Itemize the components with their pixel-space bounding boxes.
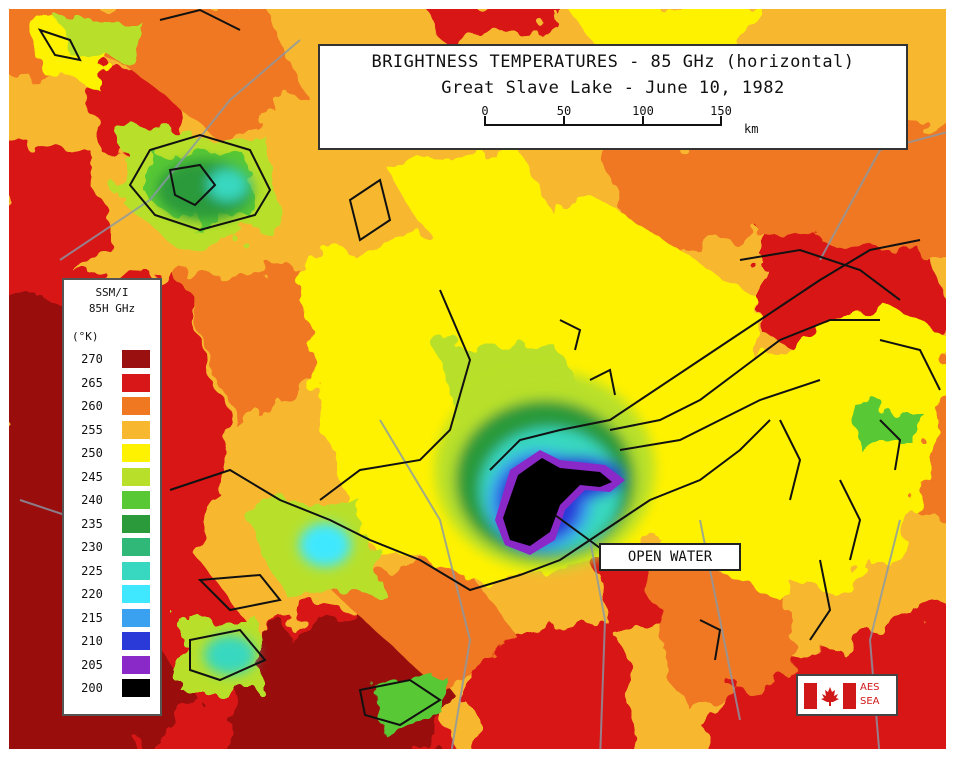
legend-swatch [122, 373, 150, 392]
legend-value: 235 [81, 516, 103, 531]
map-subtitle: Great Slave Lake - June 10, 1982 [441, 78, 785, 98]
legend-value: 225 [81, 563, 103, 578]
aes-sea-logo: AES SEA [796, 674, 898, 716]
logo-text-sea: SEA [860, 696, 880, 707]
legend-value: 245 [81, 469, 103, 484]
legend-swatch [122, 561, 150, 580]
legend-swatch [122, 467, 150, 486]
legend-row: 225 [70, 561, 154, 580]
color-legend: SSM/I 85H GHz (°K) 270 265 260 255 250 245 240… [62, 278, 162, 716]
logo-text-aes: AES [860, 682, 880, 693]
legend-swatch [122, 350, 150, 368]
scale-unit: km [744, 122, 759, 136]
legend-row: 235 [70, 514, 154, 533]
legend-value: 200 [81, 681, 103, 695]
legend-value: 205 [81, 657, 103, 672]
legend-swatch [122, 655, 150, 674]
legend-value: 260 [81, 399, 103, 413]
legend-channel: 85H GHz [88, 302, 136, 315]
legend-row: 220 [70, 585, 154, 603]
scale-tick-150 [720, 116, 722, 126]
legend-swatch [122, 420, 150, 439]
legend-sensor: SSM/I [95, 286, 129, 299]
scale-label-100: 100 [632, 104, 654, 118]
legend-value: 215 [81, 610, 103, 625]
legend-row: 205 [70, 655, 154, 674]
legend-swatch [122, 514, 150, 533]
legend-row: 250 [70, 444, 154, 462]
legend-swatch [122, 632, 150, 650]
open-water-label: OPEN WATER [599, 543, 741, 571]
legend-value: 265 [81, 375, 103, 390]
legend-swatch [122, 397, 150, 415]
legend-row: 230 [70, 538, 154, 556]
legend-value: 240 [81, 493, 103, 507]
scale-label-0: 0 [481, 104, 489, 118]
legend-row: 240 [70, 491, 154, 509]
legend-value: 270 [81, 352, 103, 366]
legend-value: 220 [81, 587, 103, 601]
legend-value: 230 [81, 540, 103, 554]
scale-bar [484, 124, 722, 126]
canada-flag-icon [804, 683, 856, 709]
legend-row: 260 [70, 397, 154, 415]
legend-swatch [122, 491, 150, 509]
legend-unit: (°K) [72, 330, 99, 343]
legend-row: 245 [70, 467, 154, 486]
scale-tick-100 [642, 116, 644, 126]
scale-label-150: 150 [710, 104, 732, 118]
legend-row: 200 [70, 679, 154, 697]
legend-swatch [122, 608, 150, 627]
scale-tick-50 [563, 116, 565, 126]
map-title-box: BRIGHTNESS TEMPERATURES - 85 GHz (horizo… [318, 44, 908, 150]
scale-tick-0 [484, 116, 486, 126]
legend-row: 255 [70, 420, 154, 439]
legend-swatch [122, 679, 150, 697]
map-title: BRIGHTNESS TEMPERATURES - 85 GHz (horizo… [371, 52, 855, 72]
legend-swatch [122, 585, 150, 603]
legend-value: 250 [81, 446, 103, 460]
legend-value: 210 [81, 634, 103, 648]
scale-label-50: 50 [556, 104, 572, 118]
legend-row: 210 [70, 632, 154, 650]
legend-value: 255 [81, 422, 103, 437]
legend-row: 215 [70, 608, 154, 627]
legend-row: 265 [70, 373, 154, 392]
legend-swatch [122, 444, 150, 462]
legend-swatch [122, 538, 150, 556]
legend-row: 270 [70, 350, 154, 368]
